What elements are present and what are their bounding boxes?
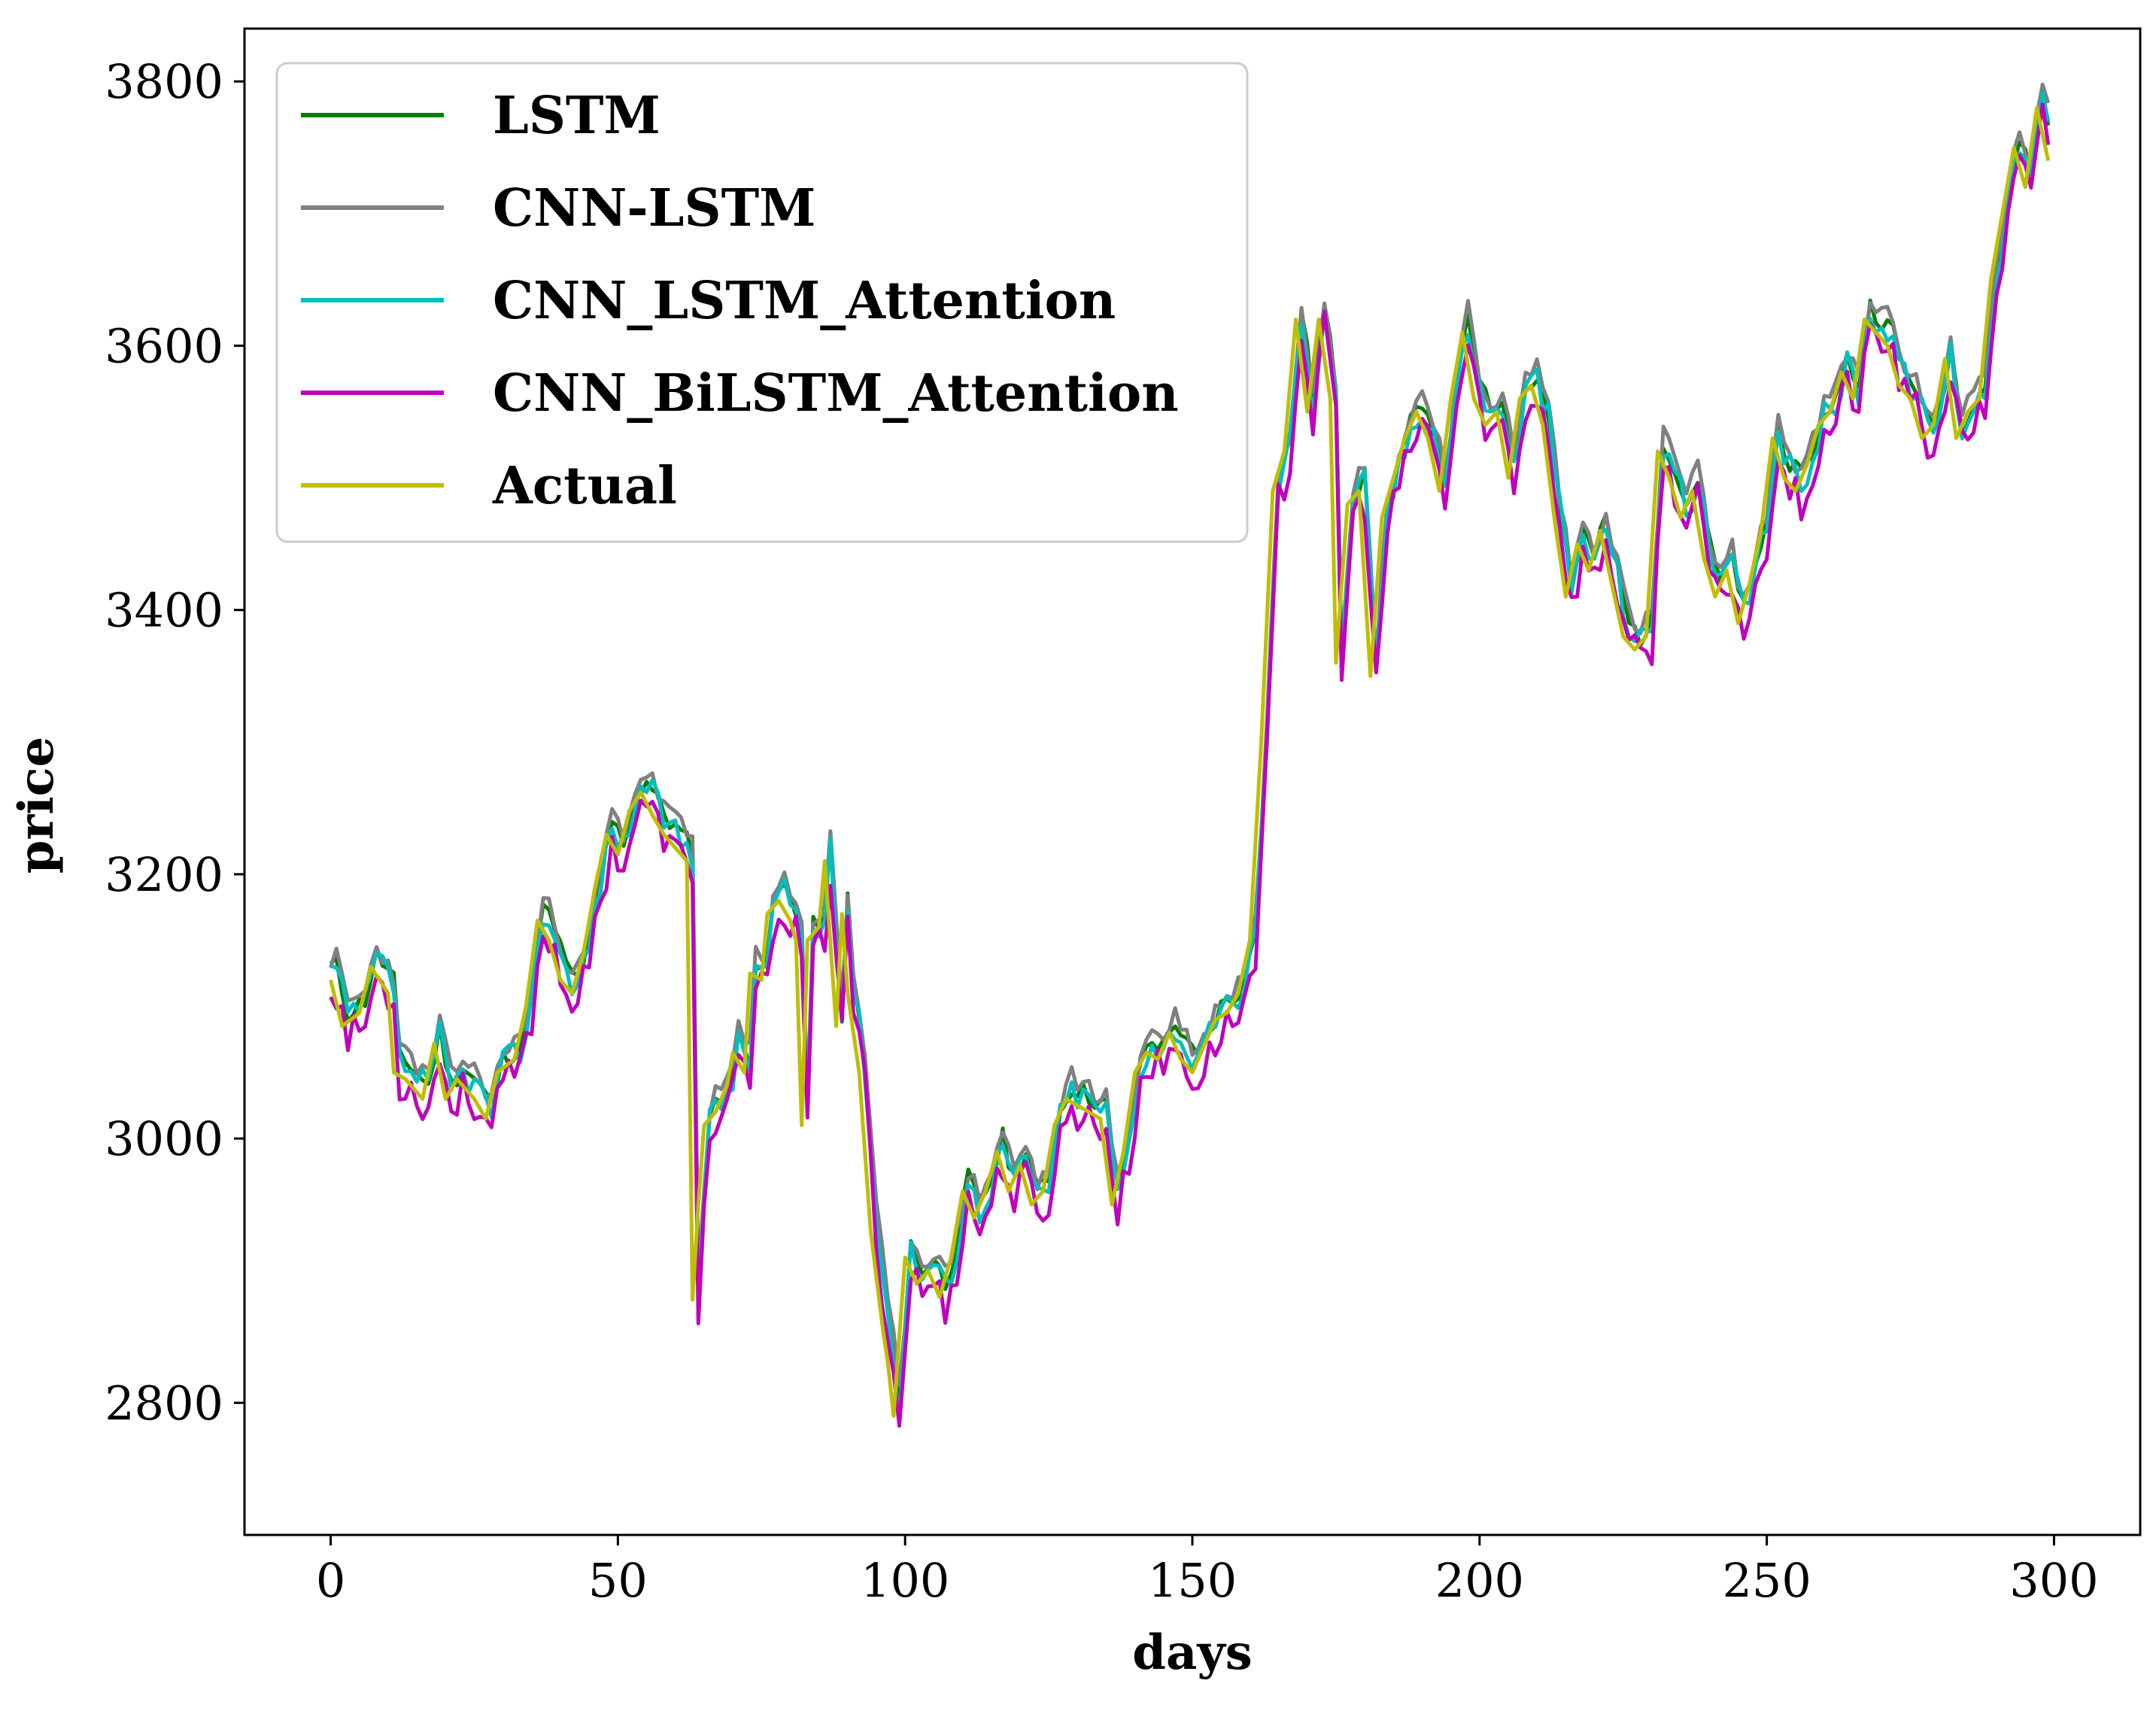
series-line-actual xyxy=(329,105,2051,1418)
series-layer xyxy=(329,82,2051,1428)
y-tick-label: 3000 xyxy=(105,1111,223,1166)
series-line-cnn-bilstm-attention xyxy=(329,102,2051,1428)
legend: LSTM CNN-LSTM CNN_LSTM_Attention CNN_BiLSTM… xyxy=(275,62,1249,543)
x-tick-label: 250 xyxy=(1722,1553,1811,1608)
legend-label: Actual xyxy=(492,456,677,516)
y-tick-label: 3400 xyxy=(105,583,223,638)
y-tick-label: 3600 xyxy=(105,318,223,373)
y-axis: 2800 3000 3200 3400 3600 3800 xyxy=(105,54,244,1430)
y-tick-label: 2800 xyxy=(105,1375,223,1430)
x-tick-label: 50 xyxy=(588,1553,648,1608)
x-tick-label: 300 xyxy=(2009,1553,2098,1608)
x-tick-label: 150 xyxy=(1148,1553,1237,1608)
legend-label: LSTM xyxy=(493,86,660,146)
y-tick-label: 3200 xyxy=(105,847,223,902)
legend-label: CNN_BiLSTM_Attention xyxy=(493,363,1179,424)
x-axis: 0 50 100 150 200 250 300 xyxy=(316,1535,2099,1608)
legend-label: CNN_LSTM_Attention xyxy=(493,271,1116,331)
legend-box xyxy=(275,62,1249,543)
legend-label: CNN-LSTM xyxy=(493,178,815,239)
x-tick-label: 200 xyxy=(1435,1553,1524,1608)
y-tick-label: 3800 xyxy=(105,54,223,109)
x-tick-label: 0 xyxy=(316,1553,345,1608)
x-axis-label: days xyxy=(1132,1624,1252,1681)
y-axis-label: price xyxy=(8,737,65,874)
x-tick-label: 100 xyxy=(861,1553,949,1608)
